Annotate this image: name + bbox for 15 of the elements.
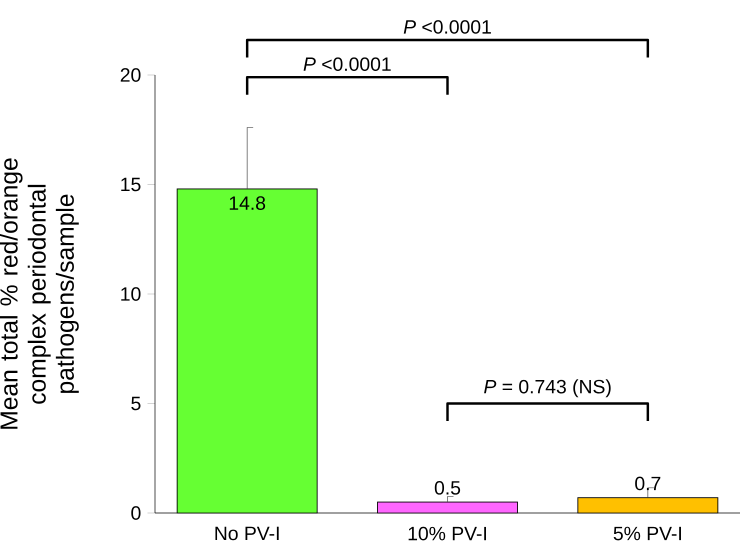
data-label: 14.8 — [230, 196, 266, 210]
x-tick-label: No PV-I — [215, 526, 279, 540]
data-label: 0.5 — [434, 481, 460, 495]
y-tick-label: 20 — [120, 68, 141, 82]
y-tick-label: 10 — [121, 287, 141, 301]
data-label: 0.7 — [635, 476, 660, 490]
text: P <0.0001 — [404, 20, 491, 34]
x-tick-label: 10% PV-I — [408, 526, 486, 540]
annotation: P = 0.743 (NS) — [484, 379, 611, 398]
text: P <0.0001 — [304, 57, 391, 71]
y-tick-label: 15 — [121, 178, 140, 192]
y-tick-label: 5 — [131, 396, 140, 410]
y-tick-label: 0 — [131, 506, 141, 520]
x-tick-label: 5% PV-I — [614, 526, 681, 540]
y-axis-title: Mean total % red/orange complex periodontal pathogens/sample — [0, 158, 79, 429]
